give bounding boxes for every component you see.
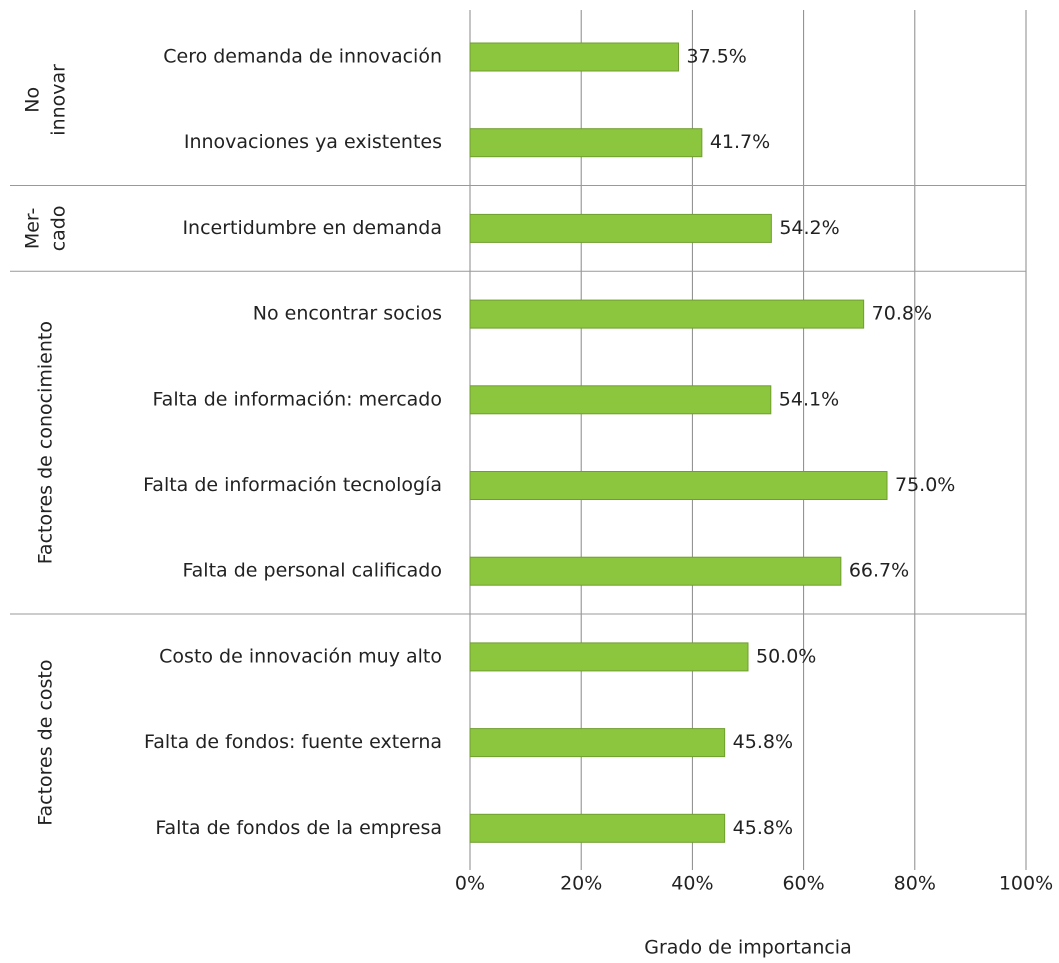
group-label: Factores de conocimiento: [35, 321, 57, 564]
bar: [469, 128, 703, 158]
x-tick-label: 40%: [671, 873, 713, 895]
category-label: Falta de fondos de la empresa: [155, 817, 442, 839]
x-tick-label: 100%: [999, 873, 1053, 895]
bar: [469, 642, 749, 672]
value-label: 70.8%: [872, 303, 932, 325]
x-tick-label: 80%: [894, 873, 936, 895]
value-label: 75.0%: [895, 474, 955, 496]
category-label: Falta de información tecnología: [143, 474, 442, 496]
category-label: No encontrar socios: [253, 303, 442, 325]
value-label: 50.0%: [756, 645, 816, 667]
group-label: Factores de costo: [35, 659, 57, 825]
value-label: 45.8%: [733, 731, 793, 753]
category-label: Cero demanda de innovación: [163, 46, 442, 68]
group-label: cado: [48, 206, 70, 252]
bar: [469, 728, 726, 758]
group-label: innovar: [48, 64, 70, 136]
value-label: 41.7%: [710, 131, 770, 153]
x-tick-label: 0%: [455, 873, 485, 895]
category-label: Falta de información: mercado: [153, 388, 443, 410]
x-tick-label: 20%: [560, 873, 602, 895]
bar: [469, 42, 679, 72]
value-label: 66.7%: [849, 560, 909, 582]
value-label: 54.1%: [779, 388, 839, 410]
category-label: Falta de fondos: fuente externa: [144, 731, 442, 753]
x-tick-label: 60%: [782, 873, 824, 895]
x-axis-label: Grado de importancia: [644, 937, 851, 959]
bar: [469, 299, 865, 329]
bar: [469, 556, 842, 586]
bar: [469, 813, 726, 843]
group-label: No: [22, 87, 44, 113]
bar: [469, 385, 772, 415]
value-label: 37.5%: [687, 46, 747, 68]
category-label: Falta de personal calificado: [182, 560, 442, 582]
category-label: Incertidumbre en demanda: [182, 217, 442, 239]
category-label: Costo de innovación muy alto: [159, 645, 442, 667]
value-label: 45.8%: [733, 817, 793, 839]
category-label: Innovaciones ya existentes: [184, 131, 442, 153]
bar: [469, 213, 772, 243]
group-label: Mer-: [22, 208, 44, 250]
value-label: 54.2%: [779, 217, 839, 239]
bar: [469, 471, 888, 500]
